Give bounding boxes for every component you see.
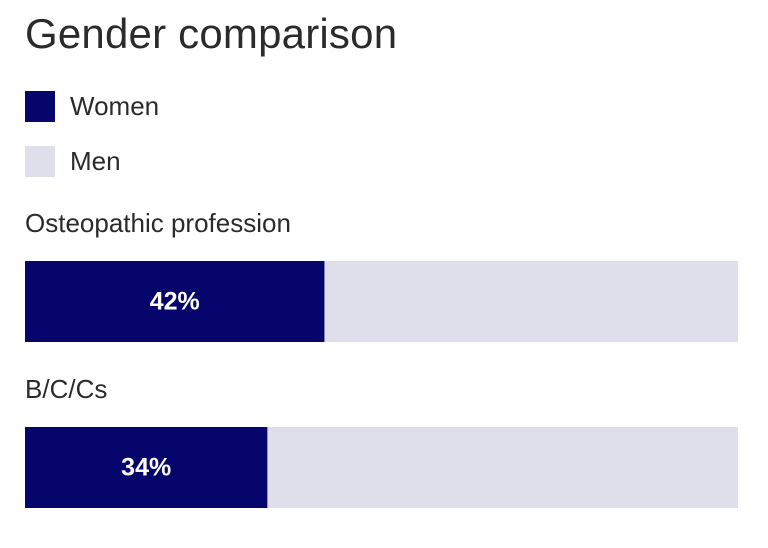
bar-women-b-c-cs	[25, 427, 268, 508]
legend-label-women: Women	[70, 90, 160, 121]
bar-value-label-women-b-c-cs: 34%	[121, 454, 171, 482]
category-label-osteopathic-profession: Osteopathic profession	[25, 208, 291, 238]
category-label-b-c-cs: B/C/Cs	[25, 374, 107, 404]
bar-women-osteopathic-profession	[25, 261, 325, 342]
legend-item-men: Men	[25, 145, 121, 177]
legend-item-women: Women	[25, 90, 159, 122]
legend-label-men: Men	[70, 145, 121, 176]
bar-men-b-c-cs	[267, 427, 738, 508]
bar-value-label-women-osteopathic-profession: 42%	[150, 288, 200, 316]
chart-title: Gender comparison	[25, 10, 398, 57]
legend-swatch-men	[25, 145, 55, 177]
legend-swatch-women	[25, 90, 55, 122]
bar-men-osteopathic-profession	[324, 261, 738, 342]
